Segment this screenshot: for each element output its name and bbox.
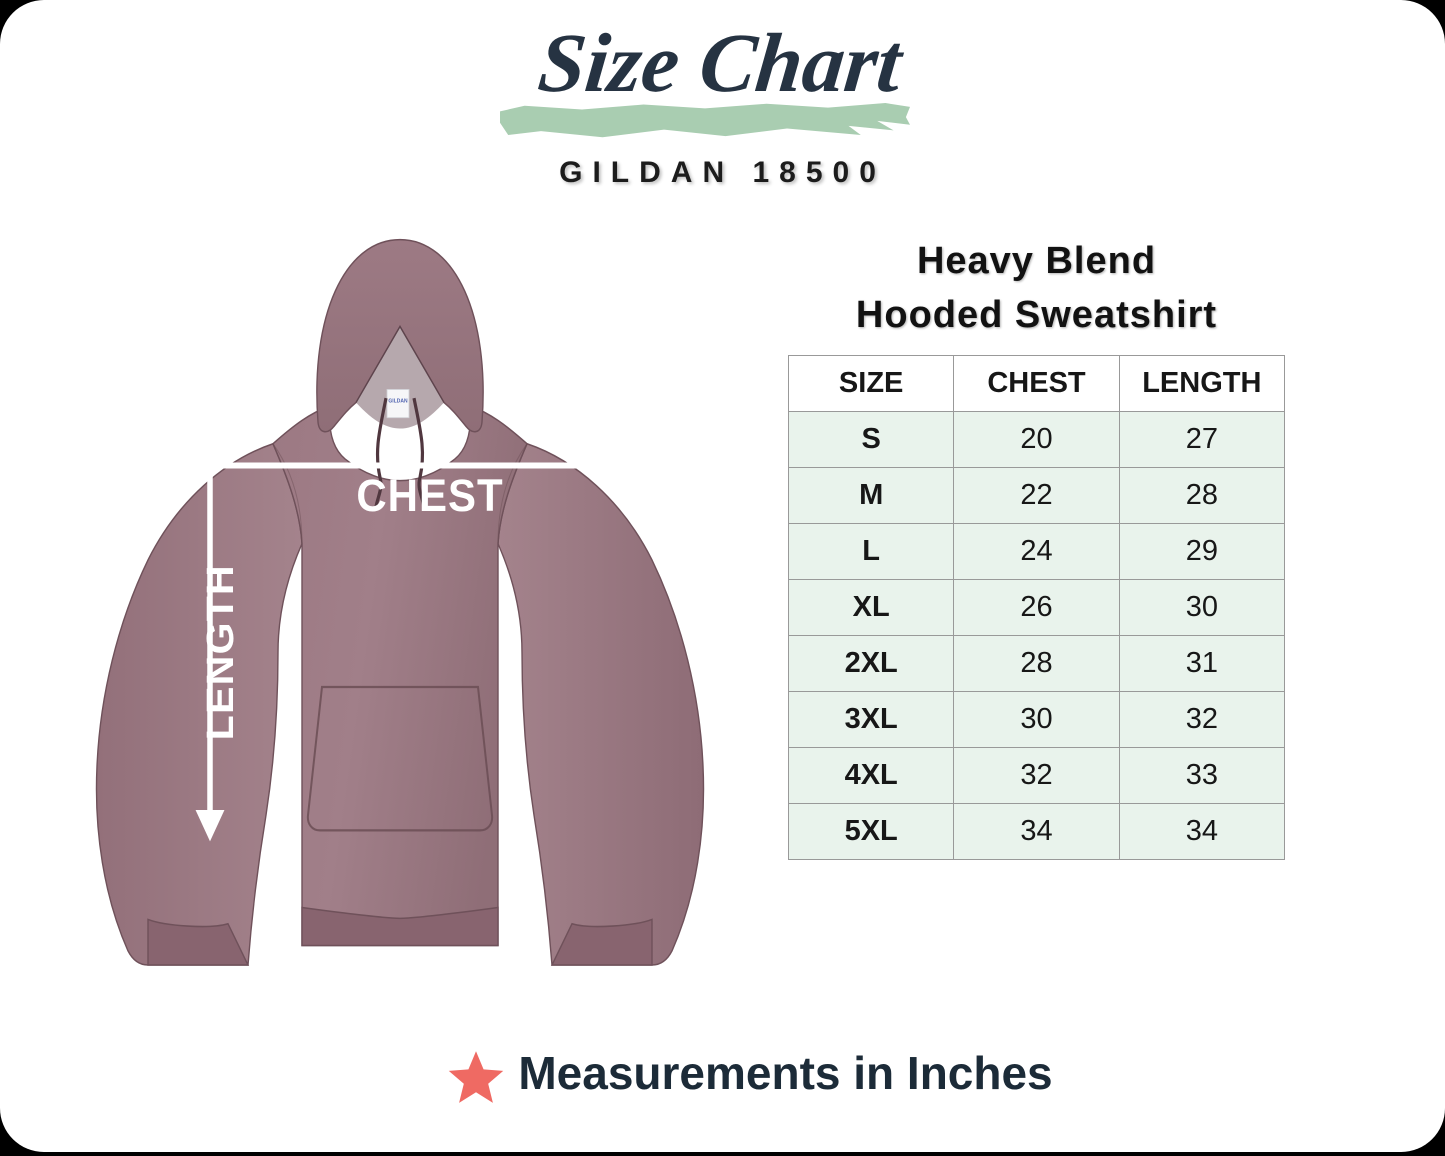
svg-text:CHEST: CHEST	[356, 471, 503, 522]
svg-text:LENGTH: LENGTH	[199, 564, 241, 740]
svg-text:GILDAN: GILDAN	[388, 398, 407, 404]
